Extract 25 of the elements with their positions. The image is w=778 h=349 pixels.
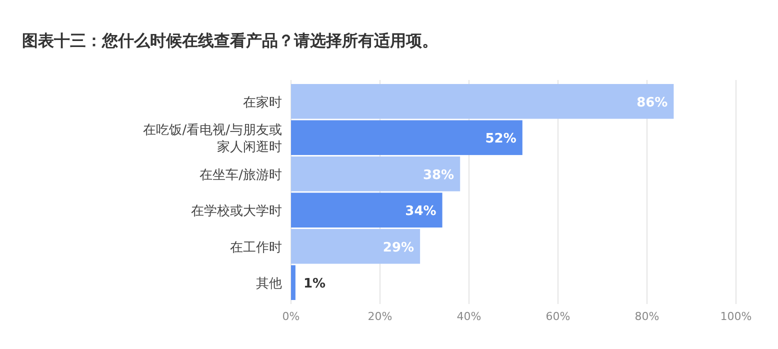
x-tick-label: 0%: [282, 310, 300, 323]
x-tick-label: 40%: [456, 310, 482, 323]
x-tick-label: 20%: [368, 310, 392, 323]
y-tick-label: 在工作时: [230, 240, 282, 256]
bar: [291, 84, 674, 119]
y-tick-label: 在家时: [243, 94, 282, 110]
x-tick-label: 60%: [546, 310, 570, 323]
bar: [291, 228, 420, 264]
x-tick-label: 80%: [634, 310, 660, 323]
data-label: 86%: [636, 95, 668, 110]
y-tick-label: 其他: [256, 276, 282, 292]
y-tick-label: 在学校或大学时: [191, 204, 282, 220]
bar: [291, 192, 442, 228]
data-label: 29%: [382, 240, 414, 256]
y-tick-label: 在吃饭/看电视/与朋友或家人闲逛时: [143, 123, 282, 156]
data-label: 1%: [303, 276, 326, 292]
bar: [291, 120, 522, 156]
x-tick-label: 100%: [720, 310, 752, 323]
bar: [291, 156, 460, 192]
bar: [291, 265, 296, 300]
data-label: 38%: [422, 168, 454, 183]
data-label: 52%: [485, 132, 516, 147]
chart-title: 图表十三：您什么时候在线查看产品？请选择所有适用项。: [22, 31, 438, 50]
data-label: 34%: [405, 204, 436, 220]
y-tick-label: 在坐车/旅游时: [200, 168, 282, 183]
